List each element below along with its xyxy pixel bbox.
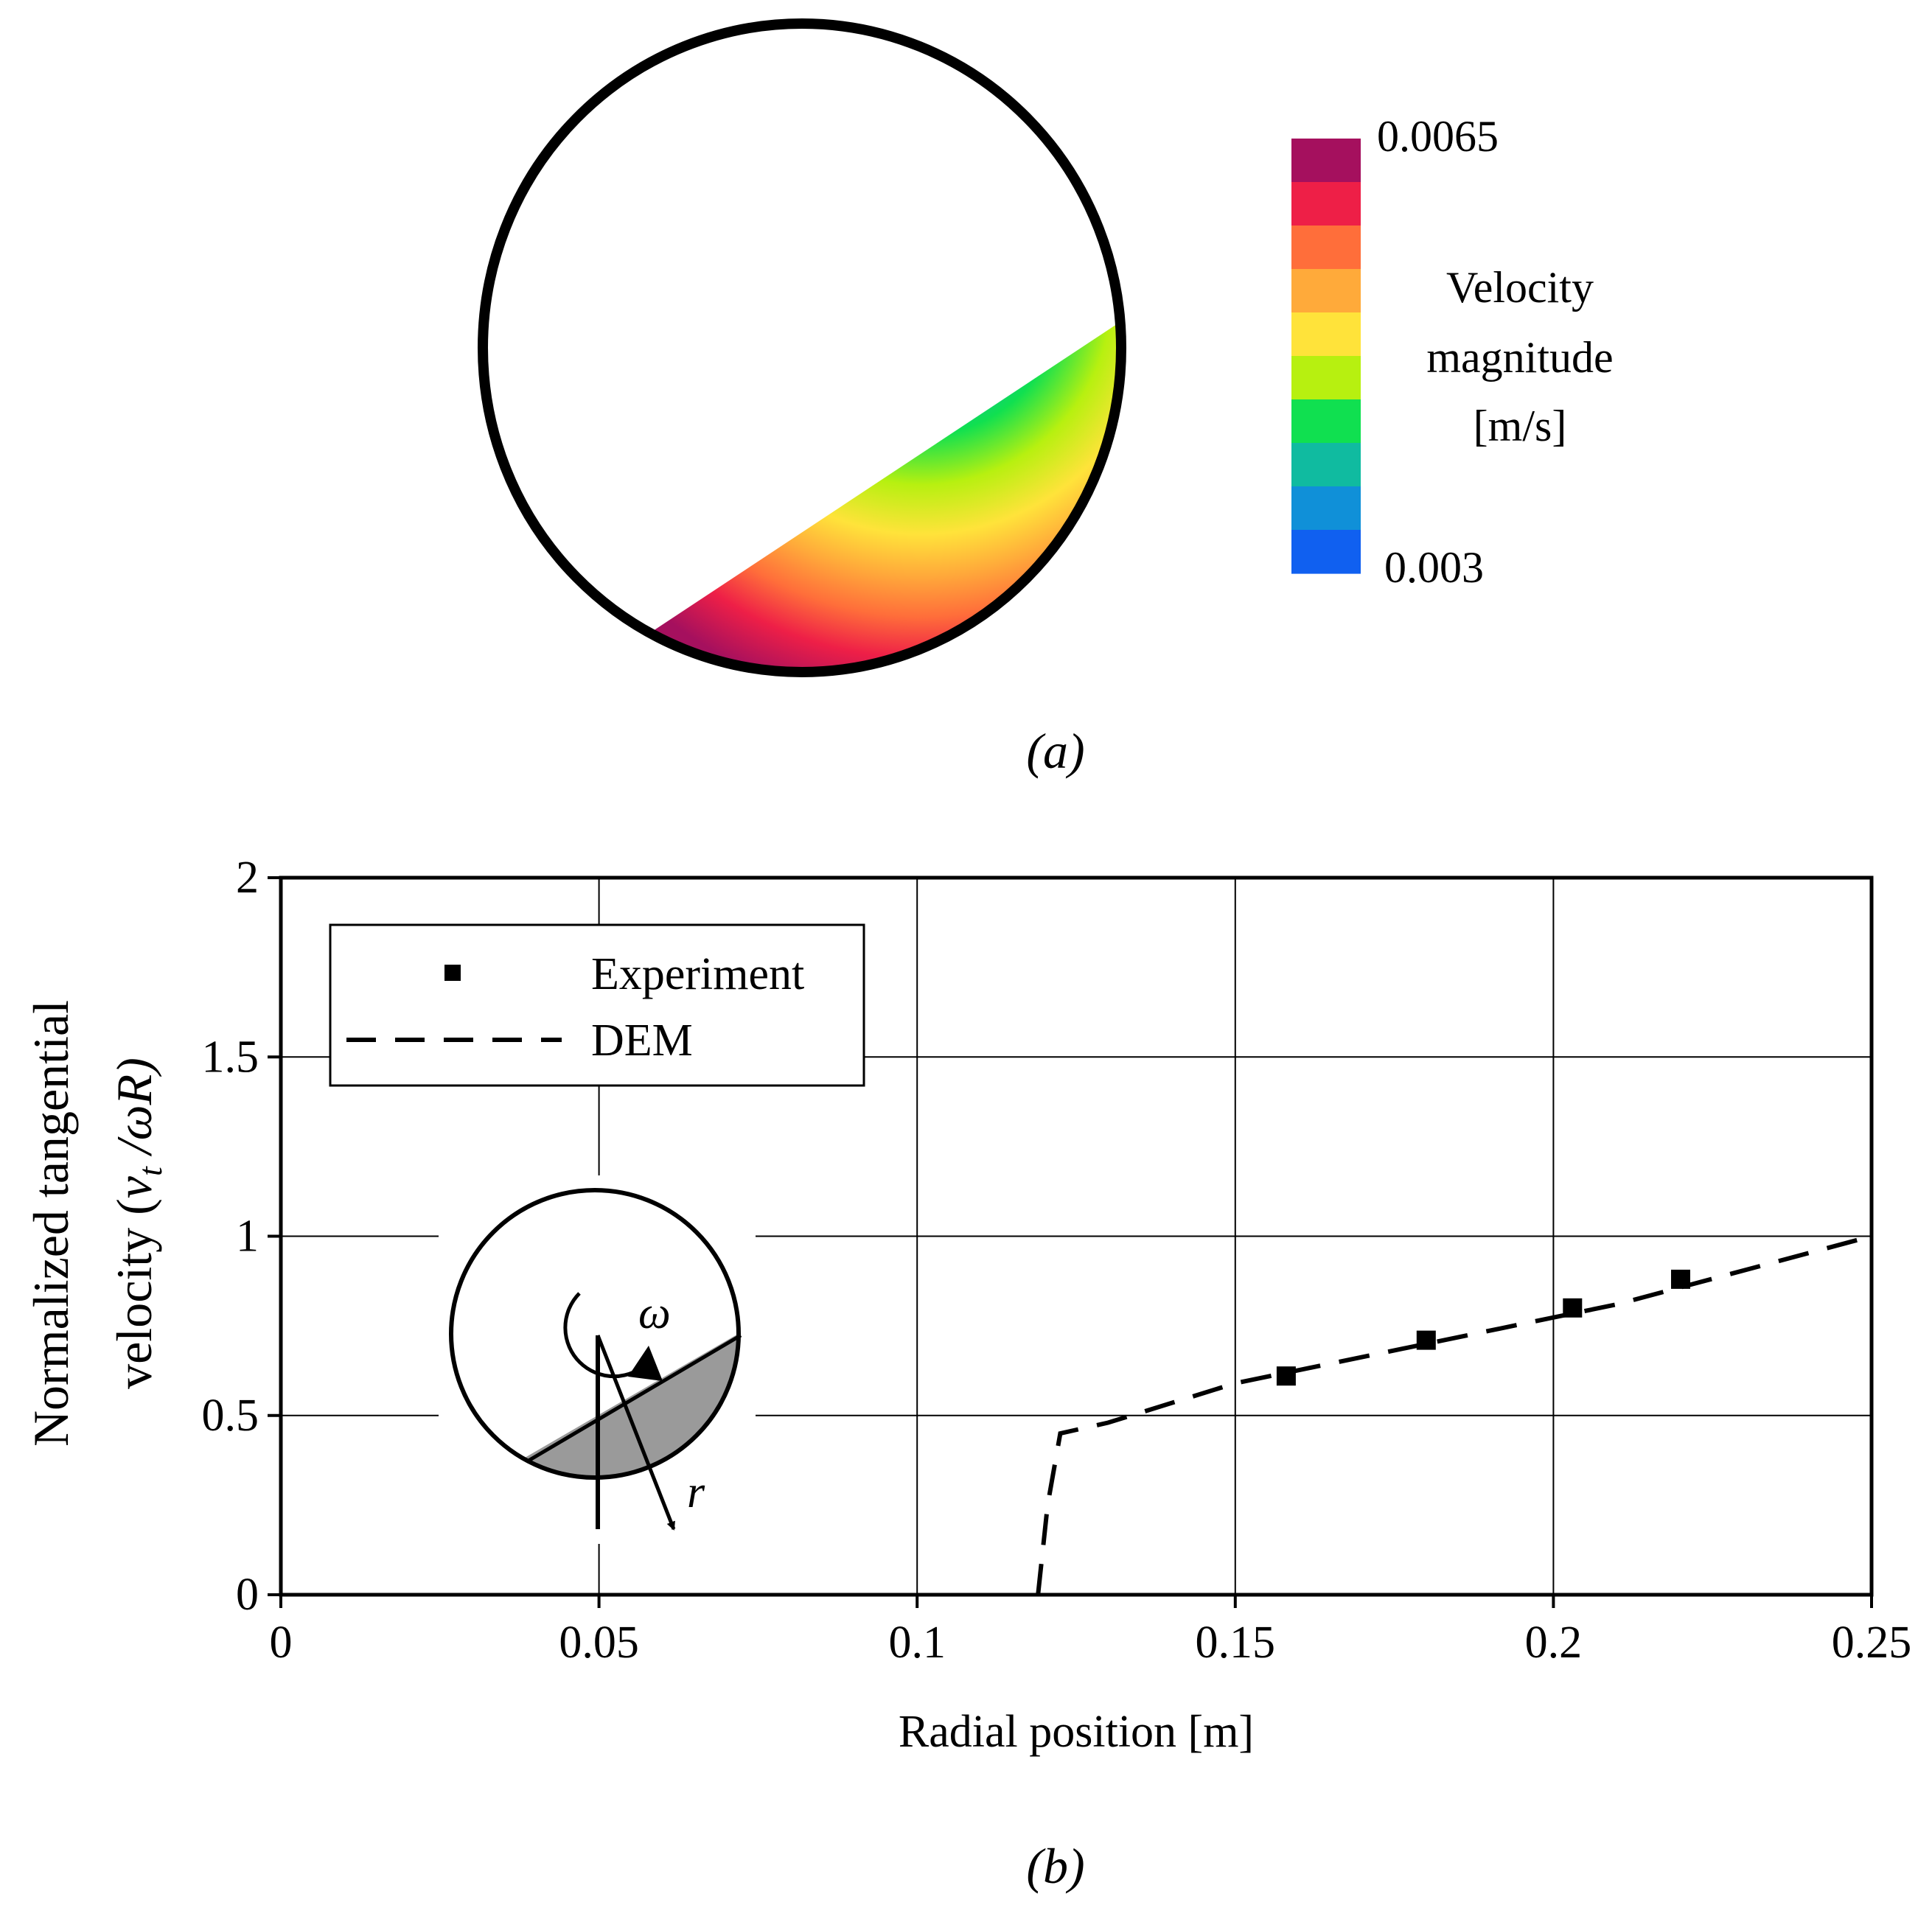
- y-axis-title-line2: velocity (vt /ωR): [106, 1058, 169, 1389]
- y-tick-label: 1: [236, 1212, 259, 1262]
- panel-b-label: (b): [1026, 1838, 1084, 1894]
- colorbar-swatch: [1291, 139, 1361, 183]
- x-tick-label: 0.25: [1832, 1618, 1912, 1668]
- inset-free-surface: [527, 1333, 742, 1463]
- colorbar-swatch: [1291, 269, 1361, 313]
- x-tick-label: 0: [270, 1618, 293, 1668]
- colorbar-swatch: [1291, 312, 1361, 357]
- rotation-arrowhead-icon: [628, 1346, 663, 1381]
- legend-experiment-marker: [444, 965, 461, 981]
- y-axis-title-prefix: velocity (: [106, 1198, 162, 1389]
- inset-rotation-arrow: [563, 1292, 650, 1379]
- legend-dem-label: DEM: [591, 1016, 693, 1066]
- drum-schematic-inset: ω r: [439, 1175, 756, 1544]
- colorbar-title-line2: magnitude: [1426, 333, 1613, 382]
- x-tick-label: 0.05: [559, 1618, 639, 1668]
- plot-area: 0 0.05 0.1 0.15 0.2 0.25 0 0.5 1 1.5 2: [202, 853, 1912, 1668]
- colorbar-swatch: [1291, 226, 1361, 270]
- y-tick-label: 0: [236, 1570, 259, 1620]
- y-axis-title: Normalized tangential velocity (vt /ωR): [23, 1000, 169, 1447]
- y-axis-title-line1: Normalized tangential: [23, 1000, 79, 1447]
- y-tick-label: 0.5: [202, 1391, 259, 1441]
- colorbar-swatch: [1291, 530, 1361, 574]
- legend-box: [329, 923, 865, 1087]
- x-tick-label: 0.1: [888, 1618, 946, 1668]
- x-tick-label: 0.2: [1525, 1618, 1583, 1668]
- series-experiment: [1276, 1269, 1690, 1386]
- colorbar-swatch: [1291, 443, 1361, 487]
- y-tick-label: 2: [236, 853, 259, 903]
- colorbar: [1291, 139, 1361, 574]
- y-axis-title-rest: /ωR): [106, 1058, 162, 1167]
- colorbar-title-line1: Velocity: [1446, 263, 1594, 312]
- panel-a-label: (a): [1026, 723, 1084, 779]
- inset-omega-label: ω: [638, 1288, 671, 1338]
- inset-r-label: r: [687, 1467, 705, 1517]
- colorbar-swatch: [1291, 486, 1361, 531]
- colorbar-swatch: [1291, 399, 1361, 444]
- y-tick-label: 1.5: [202, 1032, 259, 1082]
- panel-a: 0.0065 0.003 Velocity magnitude [m/s] (a…: [478, 18, 1614, 779]
- experiment-point: [1416, 1330, 1436, 1350]
- experiment-point: [1671, 1269, 1690, 1289]
- colorbar-swatch: [1291, 182, 1361, 226]
- series-dem: [1036, 1234, 1872, 1595]
- y-axis-title-v: v: [106, 1175, 162, 1198]
- colorbar-min-label: 0.003: [1384, 543, 1484, 592]
- x-axis-title: Radial position [m]: [899, 1707, 1254, 1757]
- experiment-point: [1563, 1298, 1583, 1318]
- inset-drum: [449, 1188, 741, 1480]
- x-tick-label: 0.15: [1196, 1618, 1276, 1668]
- x-ticks: 0 0.05 0.1 0.15 0.2 0.25: [270, 1595, 1912, 1668]
- colorbar-max-label: 0.0065: [1377, 112, 1499, 161]
- inset-r-arrow: [596, 1335, 676, 1531]
- colorbar-title-line3: [m/s]: [1474, 402, 1567, 450]
- particle-bed: [649, 317, 1121, 672]
- y-ticks: 0 0.5 1 1.5 2: [202, 853, 281, 1620]
- dem-line: [1036, 1234, 1872, 1595]
- legend-experiment-label: Experiment: [591, 949, 804, 999]
- panel-b: 0 0.05 0.1 0.15 0.2 0.25 0 0.5 1 1.5 2 ω r Experi…: [23, 853, 1911, 1894]
- colorbar-swatch: [1291, 356, 1361, 400]
- y-axis-title-sub: t: [131, 1166, 169, 1176]
- experiment-point: [1276, 1366, 1296, 1386]
- legend: Experiment DEM: [329, 923, 865, 1087]
- drum-outline: [478, 18, 1126, 677]
